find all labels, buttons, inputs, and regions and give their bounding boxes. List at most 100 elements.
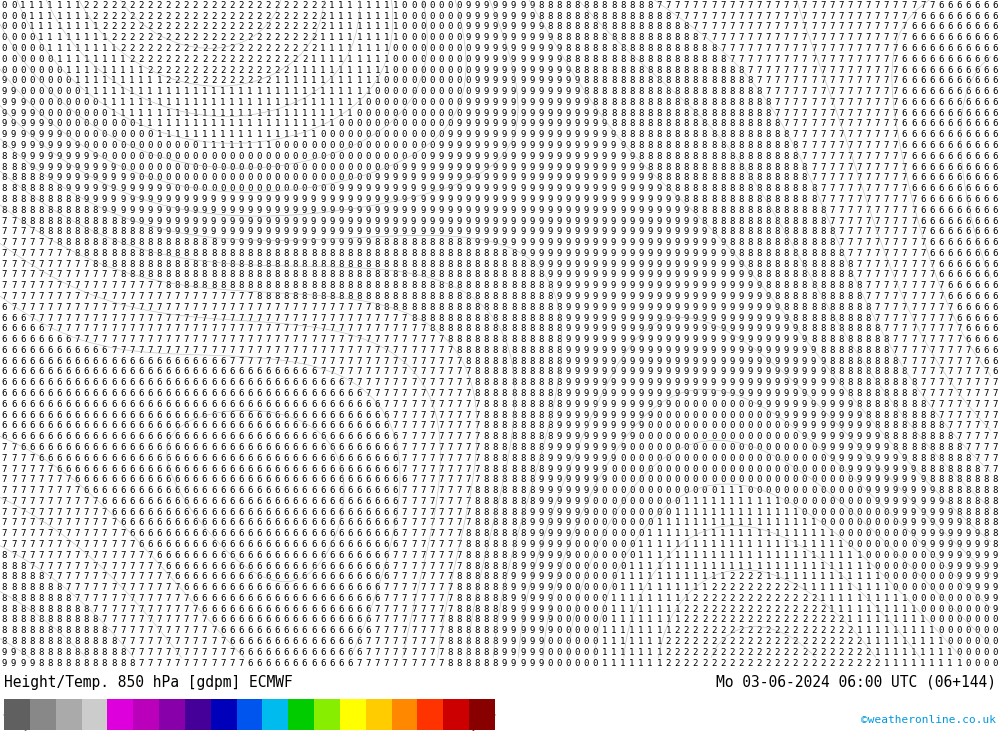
Text: 7: 7: [829, 23, 835, 32]
Text: 6: 6: [938, 44, 944, 53]
Text: 9: 9: [375, 227, 380, 236]
Text: 6: 6: [84, 346, 89, 355]
Text: 7: 7: [902, 238, 907, 247]
Text: 1: 1: [102, 76, 107, 85]
Text: 7: 7: [884, 119, 889, 128]
Text: 7: 7: [465, 421, 471, 430]
Text: 0: 0: [602, 497, 607, 506]
Text: 7: 7: [11, 550, 16, 560]
Text: 0: 0: [611, 486, 616, 495]
Text: 0: 0: [620, 561, 625, 570]
Text: 9: 9: [411, 195, 416, 204]
Text: 9: 9: [484, 108, 489, 118]
Text: 7: 7: [893, 1, 898, 10]
Text: 6: 6: [147, 529, 153, 538]
Text: 1: 1: [665, 529, 671, 538]
Text: 1: 1: [629, 605, 635, 614]
Text: 6: 6: [393, 508, 398, 517]
Text: 9: 9: [238, 206, 244, 215]
Text: 8: 8: [765, 130, 771, 139]
Text: 8: 8: [275, 292, 280, 301]
Text: 0: 0: [656, 475, 662, 485]
Text: 6: 6: [302, 572, 307, 581]
Text: 8: 8: [493, 508, 498, 517]
Text: 9: 9: [638, 281, 644, 290]
Text: 2: 2: [229, 12, 235, 21]
Text: 6: 6: [975, 119, 980, 128]
Text: 6: 6: [375, 421, 380, 430]
Text: 2: 2: [256, 12, 262, 21]
Text: 1: 1: [329, 23, 335, 32]
Text: 8: 8: [802, 259, 807, 269]
Text: 9: 9: [538, 508, 544, 517]
Text: 9: 9: [129, 195, 135, 204]
Text: 6: 6: [129, 399, 135, 409]
Text: 6: 6: [202, 486, 207, 495]
Text: 7: 7: [202, 626, 207, 636]
Text: 8: 8: [747, 152, 753, 161]
Text: 8: 8: [20, 195, 25, 204]
Text: 0: 0: [638, 518, 644, 528]
Text: 8: 8: [484, 367, 489, 377]
Text: 6: 6: [984, 108, 989, 118]
Text: 8: 8: [465, 270, 471, 279]
Text: 8: 8: [638, 152, 644, 161]
Text: 8: 8: [775, 119, 780, 128]
Text: 9: 9: [93, 152, 98, 161]
Text: 8: 8: [484, 335, 489, 344]
Text: 1: 1: [284, 98, 289, 107]
Text: 6: 6: [284, 399, 289, 409]
Text: 2: 2: [129, 23, 135, 32]
Text: 9: 9: [529, 561, 535, 570]
Text: 1: 1: [256, 98, 262, 107]
Text: 0: 0: [311, 152, 316, 161]
Text: 1: 1: [393, 12, 398, 21]
Text: 9: 9: [520, 76, 525, 85]
Text: 8: 8: [756, 249, 762, 258]
Text: 8: 8: [229, 270, 235, 279]
Text: 7: 7: [29, 292, 35, 301]
Text: 6: 6: [947, 98, 953, 107]
Text: 7: 7: [411, 357, 416, 366]
Text: 6: 6: [938, 65, 944, 75]
Text: 1: 1: [175, 87, 180, 96]
Text: 7: 7: [129, 281, 135, 290]
Text: 9: 9: [693, 292, 698, 301]
Text: 7: 7: [284, 346, 289, 355]
Text: 7: 7: [756, 1, 762, 10]
Text: 7: 7: [893, 314, 898, 323]
Text: 6: 6: [956, 87, 962, 96]
Text: 8: 8: [665, 23, 671, 32]
Text: 7: 7: [365, 346, 371, 355]
Text: 7: 7: [884, 314, 889, 323]
Text: 7: 7: [429, 454, 435, 463]
Text: 9: 9: [611, 292, 616, 301]
Text: 8: 8: [965, 508, 971, 517]
Text: 6: 6: [184, 443, 189, 452]
Text: 9: 9: [784, 314, 789, 323]
Text: 1: 1: [102, 98, 107, 107]
Text: 6: 6: [247, 605, 253, 614]
Text: 8: 8: [493, 605, 498, 614]
Text: 8: 8: [684, 76, 689, 85]
Text: 6: 6: [265, 550, 271, 560]
Text: 7: 7: [447, 550, 453, 560]
Text: 0: 0: [429, 12, 435, 21]
Text: 7: 7: [820, 184, 825, 194]
Text: 0: 0: [329, 130, 335, 139]
Text: 6: 6: [347, 421, 353, 430]
Text: 1: 1: [620, 659, 625, 668]
Text: 7: 7: [702, 12, 707, 21]
Text: 0: 0: [102, 108, 107, 118]
Text: 6: 6: [256, 378, 262, 387]
Text: 0: 0: [29, 33, 35, 43]
Text: 9: 9: [520, 550, 525, 560]
Text: 9: 9: [511, 65, 516, 75]
Text: 7: 7: [47, 270, 53, 279]
Text: 7: 7: [411, 497, 416, 506]
Text: 8: 8: [702, 65, 707, 75]
Text: 0: 0: [393, 98, 398, 107]
Text: 0: 0: [184, 141, 189, 150]
Text: 9: 9: [729, 335, 735, 344]
Text: 7: 7: [802, 12, 807, 21]
